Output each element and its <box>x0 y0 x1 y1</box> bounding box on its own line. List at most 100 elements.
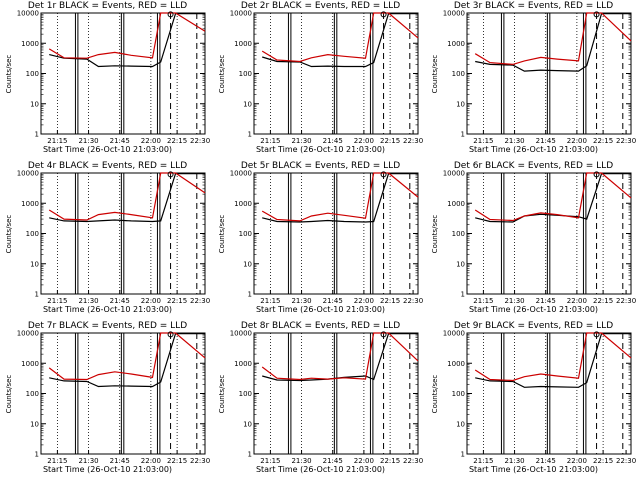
y-tick-label: 1000 <box>447 360 465 368</box>
y-tick-label: 10000 <box>443 10 465 18</box>
x-tick-label: 21:45 <box>536 137 556 145</box>
x-tick-label: 21:30 <box>78 297 98 305</box>
x-tick-label: 21:15 <box>47 457 67 465</box>
detector-panel: 1 10 100 1000 10000 21:15 21:30 21:45 22:00 22:15… <box>1 320 214 480</box>
panel-title: Det 1r BLACK = Events, RED = LLD <box>27 1 188 11</box>
detector-panel: 1 10 100 1000 10000 21:15 21:30 21:45 22:00 22:15… <box>214 160 427 320</box>
lld-series-line <box>48 332 206 381</box>
plot-frame <box>253 172 419 295</box>
x-tick-label: 22:30 <box>616 297 636 305</box>
x-tick-label: 22:00 <box>354 457 374 465</box>
x-tick-label: 21:15 <box>47 297 67 305</box>
events-series-line <box>49 173 205 223</box>
y-tick-label: 1 <box>461 131 465 139</box>
y-tick-label: 10 <box>30 260 39 268</box>
plot-svg: 1 10 100 1000 10000 21:15 21:30 21:45 22:00 22:15… <box>443 170 636 306</box>
x-tick-label: 21:15 <box>47 137 67 145</box>
lld-series-line <box>261 172 419 222</box>
y-tick-label: 1000 <box>447 200 465 208</box>
y-tick-label: 1000 <box>21 40 39 48</box>
onset-marker <box>593 11 600 18</box>
y-tick-label: 1 <box>248 131 252 139</box>
y-tick-label: 10 <box>30 100 39 108</box>
x-tick-label: 21:45 <box>323 137 343 145</box>
onset-marker <box>167 11 174 18</box>
plot-svg: 1 10 100 1000 10000 21:15 21:30 21:45 22:00 22:15… <box>17 10 210 146</box>
y-tick-label: 100 <box>239 230 252 238</box>
detector-panel: 1 10 100 1000 10000 21:15 21:30 21:45 22:00 22:15… <box>214 320 427 480</box>
panel-title: Det 7r BLACK = Events, RED = LLD <box>27 321 188 331</box>
onset-marker <box>167 171 174 178</box>
x-tick-label: 21:45 <box>536 457 556 465</box>
x-tick-label: 21:15 <box>473 137 493 145</box>
plot-frame <box>253 12 419 135</box>
events-series-line <box>49 13 205 68</box>
panel-title: Det 6r BLACK = Events, RED = LLD <box>453 161 614 171</box>
plot-svg: 1 10 100 1000 10000 21:15 21:30 21:45 22:00 22:15… <box>443 330 636 466</box>
panel-title: Det 4r BLACK = Events, RED = LLD <box>27 161 188 171</box>
y-axis-label: Counts/sec <box>218 374 226 414</box>
x-tick-label: 22:15 <box>380 457 400 465</box>
x-tick-label: 22:15 <box>593 297 613 305</box>
events-series-line <box>262 173 418 223</box>
x-axis-label: Start Time (26-Oct-10 21:03:00) <box>42 465 173 474</box>
y-tick-label: 10000 <box>443 330 465 338</box>
x-tick-label: 22:00 <box>567 297 587 305</box>
x-tick-label: 21:30 <box>78 137 98 145</box>
y-tick-label: 1000 <box>447 40 465 48</box>
x-tick-label: 22:30 <box>616 457 636 465</box>
y-tick-label: 100 <box>452 390 465 398</box>
y-tick-label: 10000 <box>443 170 465 178</box>
x-axis-label: Start Time (26-Oct-10 21:03:00) <box>42 145 173 154</box>
y-tick-label: 10000 <box>230 330 252 338</box>
plot-frame <box>466 332 632 455</box>
y-tick-label: 10000 <box>17 10 39 18</box>
x-tick-label: 21:15 <box>473 457 493 465</box>
y-tick-label: 1000 <box>21 200 39 208</box>
detector-panel: 1 10 100 1000 10000 21:15 21:30 21:45 22:00 22:15… <box>1 160 214 320</box>
y-tick-label: 10 <box>243 420 252 428</box>
y-tick-label: 10000 <box>230 10 252 18</box>
y-tick-label: 1 <box>248 291 252 299</box>
onset-marker <box>593 331 600 338</box>
x-axis-label: Start Time (26-Oct-10 21:03:00) <box>255 145 386 154</box>
y-tick-label: 10000 <box>17 330 39 338</box>
onset-marker <box>167 331 174 338</box>
x-axis-label: Start Time (26-Oct-10 21:03:00) <box>468 305 599 314</box>
x-tick-label: 22:30 <box>403 457 423 465</box>
detector-panel: 1 10 100 1000 10000 21:15 21:30 21:45 22:00 22:15… <box>214 0 427 160</box>
x-tick-label: 22:00 <box>141 297 161 305</box>
detector-panel: 1 10 100 1000 10000 21:15 21:30 21:45 22:00 22:15… <box>427 0 640 160</box>
x-tick-label: 21:45 <box>110 297 130 305</box>
y-axis-label: Counts/sec <box>5 374 13 414</box>
x-tick-label: 22:00 <box>141 457 161 465</box>
y-axis-label: Counts/sec <box>218 214 226 254</box>
x-axis-label: Start Time (26-Oct-10 21:03:00) <box>255 465 386 474</box>
x-tick-label: 21:30 <box>291 457 311 465</box>
plot-svg: 1 10 100 1000 10000 21:15 21:30 21:45 22:00 22:15… <box>230 330 423 466</box>
plot-svg: 1 10 100 1000 10000 21:15 21:30 21:45 22:00 22:15… <box>17 330 210 466</box>
y-tick-label: 1 <box>35 131 39 139</box>
y-axis-label: Counts/sec <box>5 54 13 94</box>
y-tick-label: 1000 <box>234 360 252 368</box>
lld-series-line <box>261 12 419 63</box>
x-tick-label: 22:00 <box>354 137 374 145</box>
x-tick-label: 21:15 <box>260 457 280 465</box>
y-tick-label: 1 <box>35 451 39 459</box>
x-tick-label: 22:30 <box>190 297 210 305</box>
x-tick-label: 21:45 <box>323 457 343 465</box>
x-tick-label: 22:30 <box>616 137 636 145</box>
y-axis-label: Counts/sec <box>431 214 439 254</box>
events-series-line <box>262 13 418 68</box>
plot-frame <box>466 172 632 295</box>
y-tick-label: 10 <box>30 420 39 428</box>
y-tick-label: 10 <box>456 260 465 268</box>
y-tick-label: 1000 <box>234 200 252 208</box>
plot-svg: 1 10 100 1000 10000 21:15 21:30 21:45 22:00 22:15… <box>230 170 423 306</box>
lld-series-line <box>261 332 419 381</box>
y-tick-label: 1000 <box>234 40 252 48</box>
x-tick-label: 21:15 <box>260 297 280 305</box>
events-series-line <box>262 333 418 382</box>
x-tick-label: 21:45 <box>110 457 130 465</box>
